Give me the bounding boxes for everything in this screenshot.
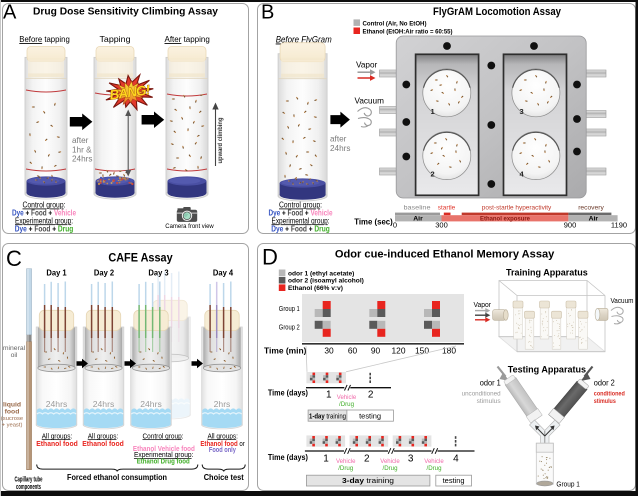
svg-text:startle: startle (438, 205, 456, 212)
svg-text:A: A (3, 1, 17, 23)
svg-text:Training Apparatus: Training Apparatus (506, 268, 588, 278)
svg-text:Vapor: Vapor (474, 300, 492, 309)
svg-text:120: 120 (392, 346, 406, 356)
svg-text:Odor cue-induced Ethanol Memor: Odor cue-induced Ethanol Memory Assay (335, 249, 555, 261)
svg-text:Time (days): Time (days) (268, 453, 308, 462)
svg-text:1: 1 (326, 389, 332, 400)
svg-text:C: C (6, 246, 22, 271)
svg-text:Testing Apparatus: Testing Apparatus (508, 365, 586, 375)
svg-text:Group 1: Group 1 (279, 304, 300, 313)
svg-text:Day 1: Day 1 (46, 268, 67, 278)
svg-text:Ethanol Drug food: Ethanol Drug food (137, 456, 190, 465)
svg-text:Control (Air, No EtOH): Control (Air, No EtOH) (363, 20, 427, 27)
svg-text:testing: testing (359, 411, 381, 420)
svg-text:1hr &: 1hr & (72, 145, 92, 154)
svg-text:food: food (5, 409, 20, 416)
svg-text:conditioned: conditioned (594, 391, 625, 398)
svg-text:stimulus: stimulus (477, 398, 502, 405)
svg-text:1-day training: 1-day training (309, 411, 346, 420)
svg-text:after: after (330, 135, 347, 144)
svg-text:Before tapping: Before tapping (19, 34, 70, 44)
svg-text:24hrs: 24hrs (140, 399, 162, 409)
svg-text:Time (min): Time (min) (264, 347, 307, 356)
svg-text:B: B (261, 1, 274, 23)
svg-text:Tapping: Tapping (100, 34, 131, 44)
svg-text:Time (days): Time (days) (268, 388, 308, 397)
svg-text:Dye + Food + Drug: Dye + Food + Drug (15, 224, 74, 233)
svg-text:(sucrose: (sucrose (1, 416, 23, 422)
svg-text:24hrs: 24hrs (46, 399, 68, 409)
svg-text:Ethanol (EtOH:Air ratio = 60:5: Ethanol (EtOH:Air ratio = 60:55) (363, 28, 453, 35)
svg-text:oil: oil (11, 352, 18, 359)
svg-text:/Drug: /Drug (338, 465, 353, 472)
svg-text:FlyGrAM Locomotion Assay: FlyGrAM Locomotion Assay (433, 6, 561, 18)
svg-text:CAFE Assay: CAFE Assay (108, 250, 172, 264)
svg-text:1: 1 (431, 107, 435, 116)
svg-text:Control group:: Control group: (143, 431, 184, 440)
svg-text:Group 1: Group 1 (556, 480, 580, 489)
svg-text:mineral: mineral (3, 345, 26, 352)
svg-text:Vacuum: Vacuum (611, 296, 634, 305)
svg-text:4: 4 (453, 454, 459, 465)
svg-text:unconditioned: unconditioned (462, 391, 501, 398)
svg-text:Day 2: Day 2 (94, 268, 115, 278)
svg-text:After tapping: After tapping (165, 34, 210, 44)
svg-text:Dye + Food + Drug: Dye + Food + Drug (271, 224, 330, 233)
svg-text:odor 2 (isoamyl alcohol): odor 2 (isoamyl alcohol) (288, 278, 364, 285)
svg-text:Ethanol food: Ethanol food (82, 439, 124, 448)
svg-text:24hrs: 24hrs (93, 399, 115, 409)
svg-text:+ yeast): + yeast) (2, 423, 23, 429)
svg-text:Food only: Food only (209, 445, 237, 454)
svg-text:baseline: baseline (404, 205, 431, 212)
svg-text:testing: testing (443, 476, 465, 485)
svg-text:Group 2: Group 2 (279, 323, 300, 332)
svg-text:Day 4: Day 4 (213, 268, 234, 278)
svg-text:Time (sec): Time (sec) (354, 218, 393, 227)
svg-text:2hrs: 2hrs (214, 399, 231, 409)
svg-text:1190: 1190 (611, 221, 627, 230)
svg-text:Air: Air (589, 215, 599, 222)
svg-text:Forced ethanol consumption: Forced ethanol consumption (67, 472, 167, 482)
svg-text:60: 60 (348, 346, 358, 356)
svg-text:post-startle hyperactivity: post-startle hyperactivity (482, 205, 552, 212)
svg-text:upward climbing: upward climbing (217, 118, 224, 164)
svg-text:/Drug: /Drug (383, 465, 398, 472)
svg-text:stimulus: stimulus (594, 398, 616, 405)
svg-text:3-day training: 3-day training (342, 476, 394, 485)
svg-text:Camera front view: Camera front view (165, 223, 214, 230)
svg-text:30: 30 (324, 346, 334, 356)
svg-text:Ethanol food: Ethanol food (36, 439, 78, 448)
svg-text:D: D (262, 245, 278, 270)
svg-text:odor 2: odor 2 (594, 379, 615, 388)
svg-text:/Drug: /Drug (339, 401, 354, 408)
svg-text:Air: Air (413, 215, 423, 222)
svg-text:24hrs: 24hrs (72, 155, 92, 164)
svg-text:liquid: liquid (3, 402, 21, 409)
svg-text:Choice test: Choice test (204, 472, 244, 482)
svg-text:after: after (72, 136, 89, 145)
svg-text:90: 90 (371, 346, 381, 356)
svg-text:900: 900 (564, 221, 577, 230)
svg-text:0: 0 (393, 221, 397, 230)
svg-text:Ethanol (66% v:v): Ethanol (66% v:v) (288, 285, 343, 292)
svg-text:Capillary tube: Capillary tube (15, 477, 43, 484)
svg-text:2: 2 (368, 389, 374, 400)
svg-text:2: 2 (431, 170, 435, 179)
svg-text:odor 1: odor 1 (480, 379, 501, 388)
svg-text:/Drug: /Drug (427, 465, 442, 472)
svg-text:300: 300 (435, 221, 448, 230)
svg-text:Drug Dose Sensitivity Climbing: Drug Dose Sensitivity Climbing Assay (33, 5, 218, 17)
svg-text:Vacuum: Vacuum (355, 96, 385, 105)
svg-text:Ethanol exposure: Ethanol exposure (480, 215, 530, 222)
svg-text:components: components (16, 484, 41, 491)
svg-text:2: 2 (364, 454, 370, 465)
svg-text:3: 3 (408, 454, 414, 465)
svg-text:1: 1 (323, 454, 329, 465)
svg-text:Vapor: Vapor (356, 61, 378, 70)
svg-text:3: 3 (520, 107, 524, 116)
svg-text:recovery: recovery (578, 205, 604, 212)
svg-text:180: 180 (442, 346, 456, 356)
svg-text:odor 1 (ethyl acetate): odor 1 (ethyl acetate) (288, 270, 354, 277)
svg-text:24hrs: 24hrs (330, 144, 350, 153)
